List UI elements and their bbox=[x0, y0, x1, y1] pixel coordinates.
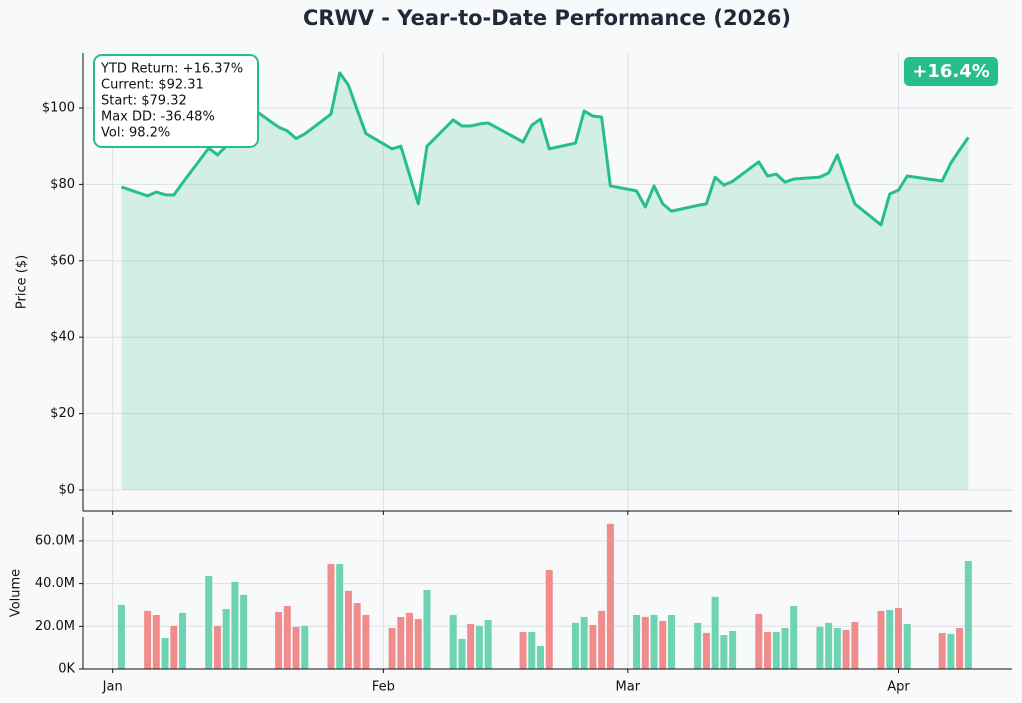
volume-bar bbox=[414, 619, 422, 669]
volume-bar bbox=[292, 626, 300, 669]
volume-bar bbox=[388, 628, 396, 669]
volume-bar bbox=[580, 616, 588, 669]
volume-bar bbox=[537, 645, 545, 669]
volume-bar bbox=[170, 625, 178, 669]
y-axis-label: Price ($) bbox=[15, 255, 30, 309]
price-line bbox=[120, 71, 970, 227]
y-tick-label: $80 bbox=[50, 177, 75, 192]
volume-bar bbox=[781, 628, 789, 669]
volume-bar bbox=[353, 603, 361, 669]
volume-bar bbox=[301, 625, 309, 669]
y-tick-label: 0K bbox=[58, 662, 75, 677]
volume-bar bbox=[467, 623, 475, 669]
volume-bar bbox=[117, 604, 125, 669]
volume-bar bbox=[956, 628, 964, 669]
volume-bar bbox=[458, 638, 466, 669]
volume-bar bbox=[851, 622, 859, 669]
volume-bar bbox=[877, 610, 885, 669]
volume-bar bbox=[179, 612, 187, 669]
annotation-text: Current: $92.31 bbox=[101, 78, 204, 93]
volume-bar bbox=[213, 625, 221, 669]
volume-bar bbox=[423, 590, 431, 669]
annotation-text: Start: $79.32 bbox=[101, 94, 187, 109]
volume-bar bbox=[240, 594, 248, 669]
volume-bar bbox=[327, 563, 335, 669]
volume-bar bbox=[275, 612, 283, 669]
y-tick-label: $0 bbox=[58, 482, 75, 497]
volume-bar bbox=[641, 616, 649, 669]
annotation-text: Max DD: -36.48% bbox=[101, 110, 215, 125]
volume-bar bbox=[947, 633, 955, 669]
volume-bar bbox=[222, 609, 230, 669]
volume-bar bbox=[667, 614, 675, 669]
volume-bar bbox=[729, 631, 737, 669]
annotation-box bbox=[93, 54, 259, 148]
y-tick-label: 20.0M bbox=[35, 619, 75, 634]
volume-bar bbox=[964, 560, 972, 669]
volume-bar bbox=[816, 626, 824, 669]
volume-bar bbox=[903, 623, 911, 669]
volume-bar bbox=[283, 606, 291, 669]
volume-bar bbox=[449, 614, 457, 669]
volume-bar bbox=[650, 614, 658, 669]
volume-bar bbox=[711, 596, 719, 669]
volume-bar bbox=[231, 581, 239, 669]
volume-bar bbox=[519, 632, 527, 669]
volume-bar bbox=[659, 620, 667, 669]
volume-bar bbox=[406, 612, 414, 669]
volume-bar bbox=[720, 635, 728, 669]
x-tick-label: Feb bbox=[372, 680, 395, 695]
volume-bar bbox=[886, 609, 894, 669]
volume-bar bbox=[528, 632, 536, 669]
volume-bar bbox=[694, 622, 702, 669]
volume-bar bbox=[475, 625, 483, 669]
return-badge bbox=[904, 57, 998, 86]
y-tick-label: $100 bbox=[42, 101, 75, 116]
x-tick-label: Jan bbox=[102, 680, 123, 695]
annotation-text: YTD Return: +16.37% bbox=[100, 62, 243, 77]
volume-bar bbox=[772, 632, 780, 669]
return-badge-text: +16.4% bbox=[912, 61, 990, 82]
volume-bar bbox=[336, 563, 344, 669]
x-tick-label: Mar bbox=[616, 680, 641, 695]
x-tick-label: Apr bbox=[887, 680, 910, 695]
volume-bar bbox=[938, 632, 946, 669]
y-axis-label: Volume bbox=[9, 569, 24, 617]
volume-bar bbox=[702, 632, 710, 669]
volume-bar bbox=[895, 607, 902, 669]
y-tick-label: $40 bbox=[50, 330, 75, 345]
volume-bar bbox=[755, 613, 763, 669]
area-fill bbox=[121, 72, 969, 490]
volume-bar bbox=[571, 622, 579, 669]
volume-bar bbox=[152, 614, 160, 669]
volume-bar bbox=[598, 610, 606, 669]
volume-bar bbox=[344, 590, 352, 669]
y-tick-label: $60 bbox=[50, 253, 75, 268]
volume-bar bbox=[484, 619, 492, 669]
volume-bar bbox=[606, 523, 614, 669]
volume-bar bbox=[205, 575, 213, 669]
volume-bar bbox=[825, 622, 833, 669]
volume-bar bbox=[545, 569, 553, 669]
volume-bar bbox=[764, 632, 772, 669]
volume-bar bbox=[842, 629, 850, 669]
volume-bar bbox=[589, 625, 597, 669]
volume-bar bbox=[833, 628, 841, 669]
volume-bar bbox=[362, 614, 370, 669]
volume-bar bbox=[633, 614, 641, 669]
chart-title: CRWV - Year-to-Date Performance (2026) bbox=[303, 6, 791, 30]
volume-bar bbox=[397, 616, 405, 669]
volume-bar bbox=[144, 610, 152, 669]
volume-bar bbox=[161, 638, 169, 669]
y-tick-label: 40.0M bbox=[35, 576, 75, 591]
volume-bar bbox=[790, 606, 798, 669]
y-tick-label: $20 bbox=[50, 406, 75, 421]
annotation-text: Vol: 98.2% bbox=[101, 126, 170, 141]
y-tick-label: 60.0M bbox=[35, 533, 75, 548]
